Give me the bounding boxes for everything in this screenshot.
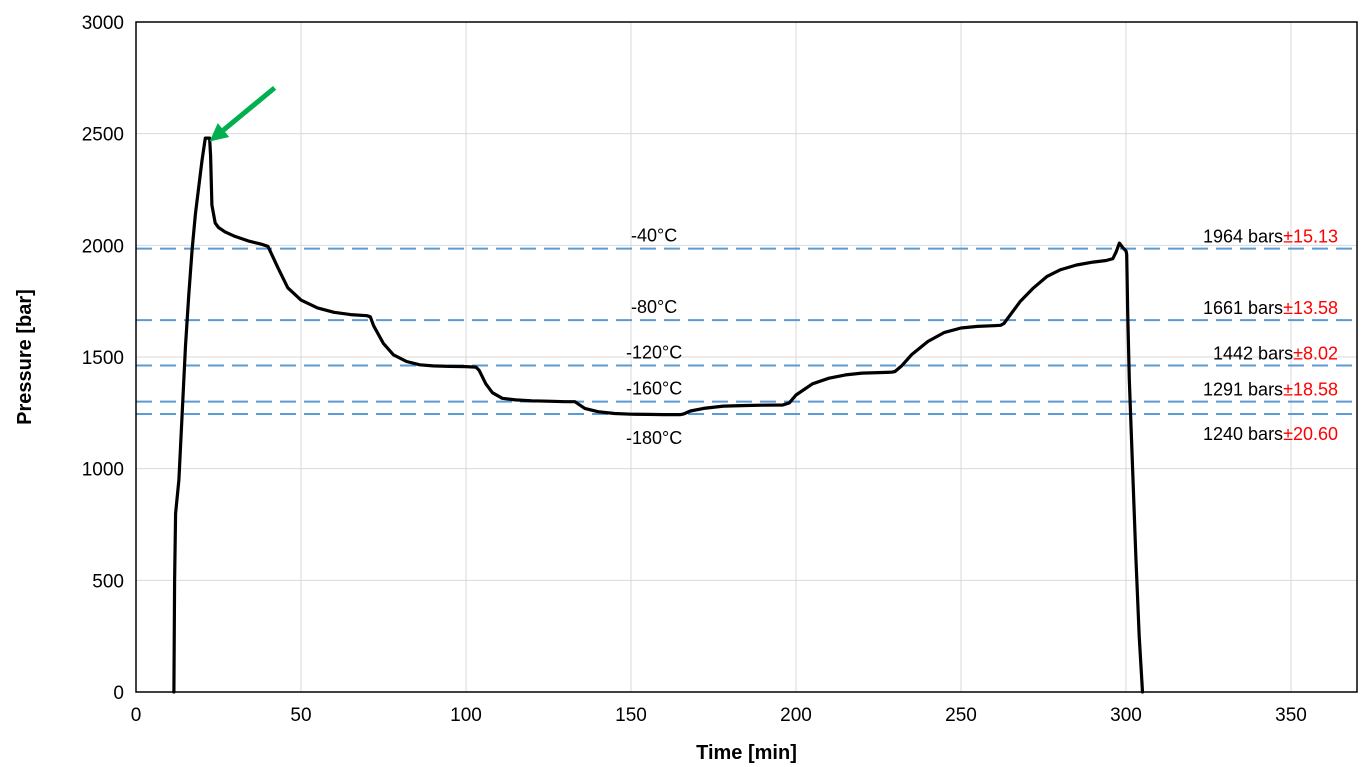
x-axis-title: Time [min] — [696, 742, 797, 764]
pressure-series-line — [172, 136, 1145, 694]
pressure-value-label: 1661 bars±13.58 — [1203, 298, 1338, 318]
y-tick-labels: 0 500 1000 1500 2000 2500 3000 — [82, 13, 124, 704]
temperature-label: -180°C — [626, 428, 682, 448]
pressure-error-text: ±13.58 — [1283, 298, 1338, 318]
temperature-label: -40°C — [631, 226, 677, 246]
pressure-error-text: ±8.02 — [1293, 343, 1338, 363]
plot-frame — [135, 21, 1358, 693]
reference-lines — [136, 247, 1357, 415]
y-axis-title: Pressure [bar] — [14, 289, 36, 425]
arrow-shaft — [221, 85, 277, 132]
y-tick-label: 2000 — [82, 236, 124, 257]
temperature-label: -120°C — [626, 342, 682, 362]
temperature-label: -80°C — [631, 297, 677, 317]
y-tick-label: 3000 — [82, 13, 124, 34]
x-tick-label: 300 — [1110, 705, 1142, 726]
y-tick-label: 1000 — [82, 460, 124, 481]
x-tick-labels: 0 50 100 150 200 250 300 350 — [131, 705, 1307, 726]
pressure-error-text: ±18.58 — [1283, 380, 1338, 400]
x-tick-label: 0 — [131, 705, 142, 726]
pressure-value-label: 1291 bars±18.58 — [1203, 380, 1338, 400]
pressure-error-text: ±15.13 — [1283, 227, 1338, 247]
pressure-error-text: ±20.60 — [1283, 424, 1338, 444]
x-tick-label: 50 — [290, 705, 311, 726]
pressure-value-label: 1240 bars±20.60 — [1203, 424, 1338, 444]
pressure-value-label: 1442 bars±8.02 — [1213, 343, 1338, 363]
pressure-value-label: 1964 bars±15.13 — [1203, 227, 1338, 247]
y-tick-label: 0 — [113, 683, 124, 704]
arrow-annotation — [209, 85, 277, 142]
pressure-value-text: 1240 bars — [1203, 424, 1283, 444]
x-tick-label: 250 — [945, 705, 977, 726]
x-tick-label: 100 — [450, 705, 482, 726]
series-layer — [172, 136, 1145, 694]
pressure-value-text: 1964 bars — [1203, 227, 1283, 247]
x-tick-label: 200 — [780, 705, 812, 726]
y-tick-label: 500 — [92, 571, 124, 592]
reference-line-labels: -40°C 1964 bars±15.13 -80°C 1661 bars±13.58… — [626, 226, 1338, 448]
arrow-head — [209, 123, 230, 142]
grid — [136, 21, 1357, 692]
temperature-label: -160°C — [626, 379, 682, 399]
y-tick-label: 2500 — [82, 125, 124, 146]
pressure-value-text: 1442 bars — [1213, 343, 1293, 363]
x-tick-label: 150 — [615, 705, 647, 726]
y-tick-label: 1500 — [82, 348, 124, 369]
pressure-value-text: 1661 bars — [1203, 298, 1283, 318]
pressure-value-text: 1291 bars — [1203, 380, 1283, 400]
x-tick-label: 350 — [1275, 705, 1307, 726]
